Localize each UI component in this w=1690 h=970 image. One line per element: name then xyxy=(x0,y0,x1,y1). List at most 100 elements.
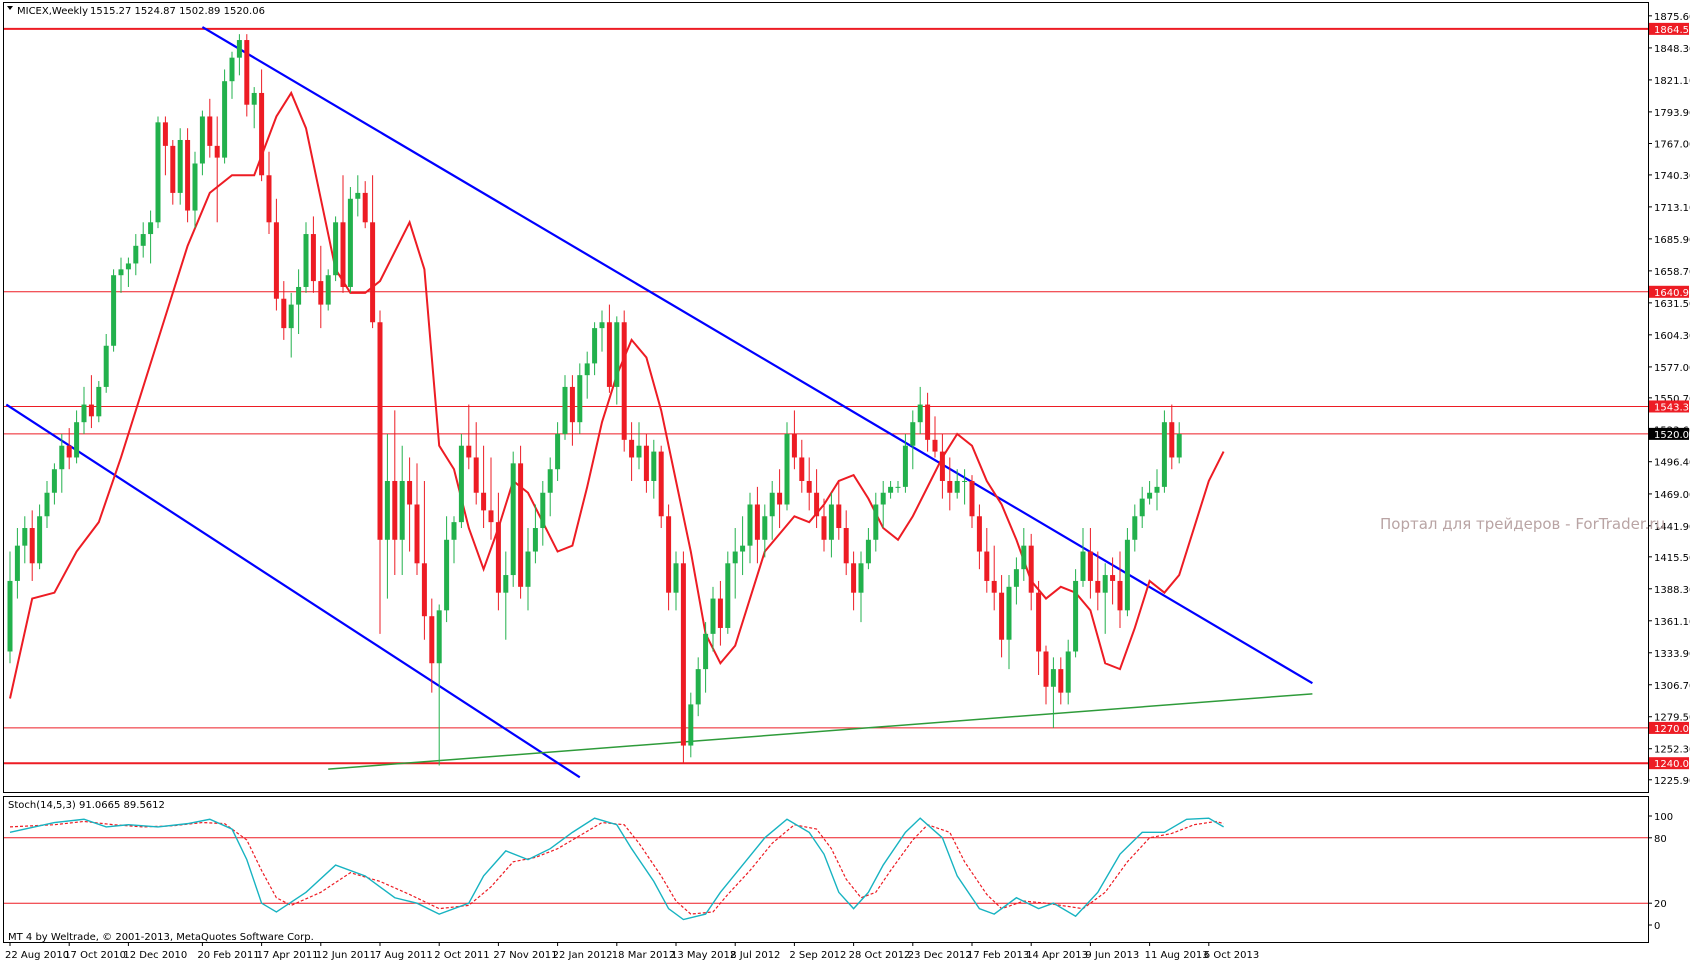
candle-body xyxy=(429,616,435,664)
candle-body xyxy=(592,328,598,364)
price-pane-frame xyxy=(3,2,1649,793)
candle xyxy=(1154,469,1160,511)
price-tick-label: 1279.50 xyxy=(1654,713,1690,724)
candle xyxy=(821,498,827,552)
candle xyxy=(266,151,272,235)
candle-body xyxy=(747,504,753,546)
time-tick-label: 8 Jul 2012 xyxy=(730,950,780,961)
candle xyxy=(303,222,309,293)
candle-body xyxy=(1139,498,1145,517)
candle xyxy=(436,604,442,766)
candle-body xyxy=(1065,651,1071,693)
candle-body xyxy=(791,433,797,458)
candle-body xyxy=(444,539,450,611)
candle-body xyxy=(1058,669,1064,693)
candle-body xyxy=(362,192,368,223)
candle-body xyxy=(96,386,102,417)
price-tick-label: 1875.60 xyxy=(1654,12,1690,23)
candle xyxy=(740,516,746,576)
time-tick-label: 28 Oct 2012 xyxy=(849,950,911,961)
ohlc-readout: 1515.27 1524.87 1502.89 1520.06 xyxy=(90,6,265,17)
footer-copyright: MT 4 by Weltrade, © 2001-2013, MetaQuote… xyxy=(8,932,314,943)
candle-body xyxy=(1154,486,1160,493)
candle-body xyxy=(710,598,716,634)
time-tick-label: 22 Aug 2010 xyxy=(5,950,69,961)
candle-body xyxy=(621,322,627,440)
time-tick-label: 17 Oct 2010 xyxy=(64,950,126,961)
candle xyxy=(51,463,57,505)
candle xyxy=(111,269,117,352)
candle-body xyxy=(37,516,43,564)
candle-body xyxy=(703,633,709,670)
candle-body xyxy=(777,492,783,505)
candle xyxy=(614,316,620,405)
level-price-tags: 1864.50 1640.90 1543.38 1520.06 1270.00 1240.… xyxy=(1649,22,1690,770)
candle xyxy=(133,234,139,276)
candle-body xyxy=(880,492,886,505)
candle-body xyxy=(1132,516,1138,540)
candle xyxy=(429,598,435,693)
candle-body xyxy=(384,480,390,540)
candle-body xyxy=(651,451,657,481)
candle xyxy=(1028,533,1034,611)
candle-body xyxy=(296,286,302,305)
candle-body xyxy=(999,592,1005,640)
candle xyxy=(910,410,916,470)
candle-body xyxy=(273,222,279,299)
candle xyxy=(1110,557,1116,605)
symbol-label: MICEX,Weekly xyxy=(17,6,88,17)
candle-body xyxy=(688,704,694,746)
candle xyxy=(814,469,820,529)
candle xyxy=(362,181,368,229)
time-tick-label: 18 Mar 2012 xyxy=(612,950,675,961)
candle-body xyxy=(1080,551,1086,581)
price-tick-label: 1306.70 xyxy=(1654,681,1690,692)
candle-body xyxy=(740,545,746,552)
time-tick-label: 13 May 2012 xyxy=(671,950,736,961)
candle xyxy=(769,480,775,540)
resistance-trendline xyxy=(201,26,1313,685)
price-tick-label: 1361.10 xyxy=(1654,617,1690,628)
candle-body xyxy=(503,575,509,593)
candle-body xyxy=(680,563,686,746)
candle-body xyxy=(1176,433,1182,458)
time-tick-label: 7 Aug 2011 xyxy=(375,950,433,961)
candle xyxy=(799,439,805,493)
candle-body xyxy=(851,563,857,593)
price-tick-label: 1604.30 xyxy=(1654,331,1690,342)
price-axis: 1875.60 1848.30 1821.10 1793.90 1767.00 1740.… xyxy=(1648,12,1690,787)
time-tick-label: 22 Jan 2012 xyxy=(553,950,613,961)
candle-body xyxy=(281,298,287,329)
candle xyxy=(1073,569,1079,658)
level-tag-bg xyxy=(1649,400,1689,413)
candle-body xyxy=(1043,651,1049,687)
price-tick-label: 1469.00 xyxy=(1654,490,1690,501)
candle xyxy=(288,292,294,358)
candle-body xyxy=(865,539,871,564)
candle-body xyxy=(1050,669,1056,687)
candle-body xyxy=(66,445,72,458)
candle xyxy=(1147,480,1153,505)
chart-dropdown-icon[interactable] xyxy=(7,6,13,10)
candle xyxy=(1095,551,1101,611)
candle xyxy=(851,551,857,611)
candle xyxy=(162,116,168,176)
candle xyxy=(244,34,250,117)
candle-body xyxy=(140,234,146,246)
level-tag-bg xyxy=(1649,757,1689,770)
candle xyxy=(1050,657,1056,728)
price-tick-label: 1767.00 xyxy=(1654,140,1690,151)
candle xyxy=(1087,528,1093,599)
candle xyxy=(236,34,242,76)
candle-body xyxy=(251,92,257,105)
candle xyxy=(74,410,80,464)
candle-body xyxy=(806,480,812,493)
candle-body xyxy=(962,480,968,482)
candle-body xyxy=(29,528,35,564)
candle-body xyxy=(1110,575,1116,581)
candle xyxy=(954,469,960,499)
candle-body xyxy=(1006,586,1012,640)
candle xyxy=(1013,557,1019,605)
candle xyxy=(481,445,487,529)
